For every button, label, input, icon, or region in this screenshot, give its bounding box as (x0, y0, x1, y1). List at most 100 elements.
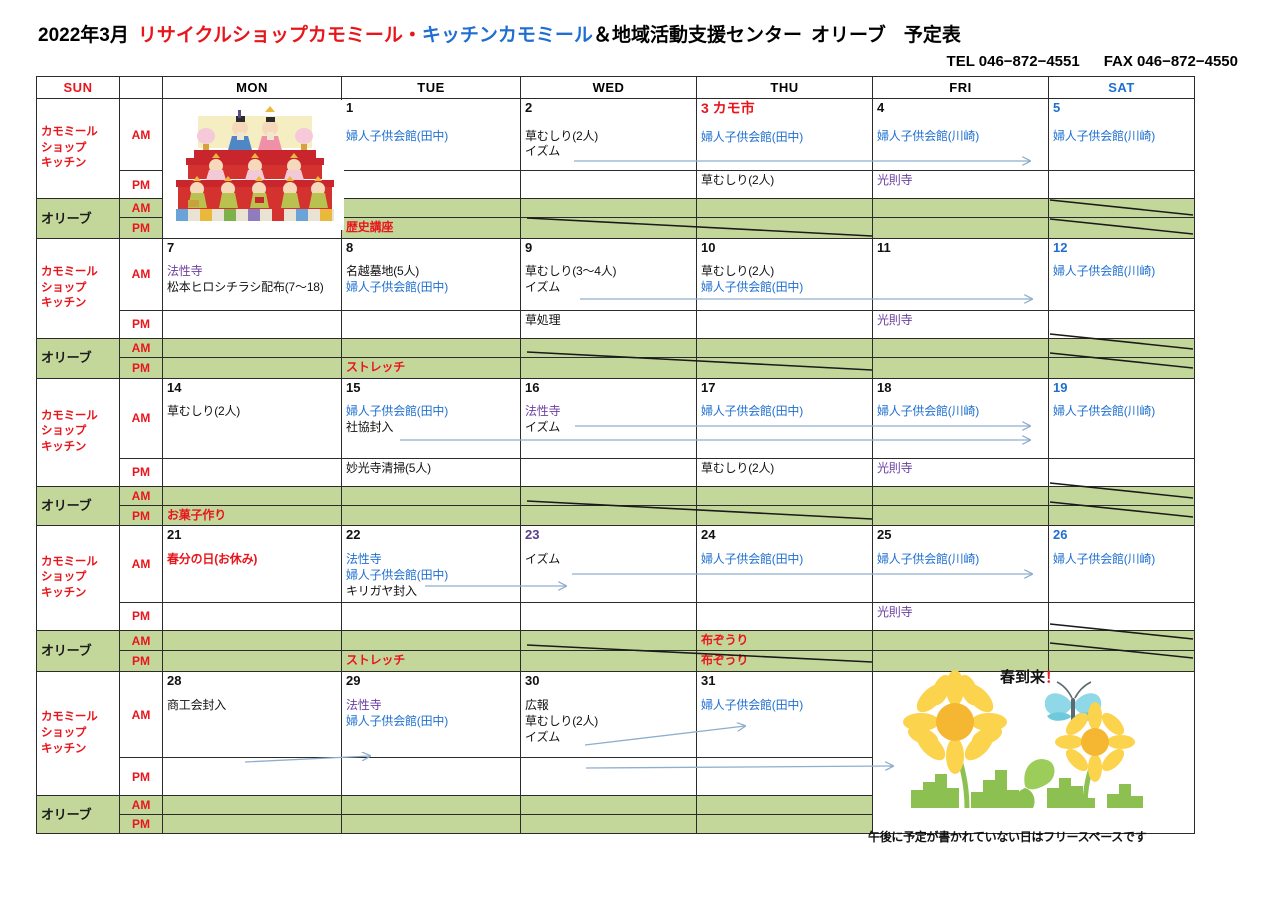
calendar-cell-olive-tue-pm[interactable] (341, 504, 521, 527)
calendar-cell-thu-am[interactable]: 3 カモ市 婦人子供会館(田中) (696, 98, 873, 171)
calendar-cell-sat-am[interactable]: 19 婦人子供会館(川崎) (1048, 377, 1195, 459)
calendar-cell-fri-pm[interactable]: 光則寺 (872, 601, 1049, 631)
calendar-cell-tue-am[interactable]: 15 婦人子供会館(田中) 社協封入 (341, 377, 521, 459)
calendar-cell-wed-pm[interactable] (520, 601, 697, 631)
calendar-cell-sat-pm[interactable] (1048, 457, 1195, 487)
calendar-cell-fri-am[interactable]: 4 婦人子供会館(川崎) (872, 98, 1049, 171)
calendar-cell-olive-thu-pm[interactable] (696, 217, 873, 239)
calendar-cell-olive-thu-am[interactable] (696, 337, 873, 358)
calendar-cell-mon-pm[interactable] (162, 457, 342, 487)
calendar-cell-olive-thu-pm[interactable] (696, 814, 873, 835)
calendar-cell-olive-fri-pm[interactable] (872, 504, 1049, 527)
calendar-cell-mon-am[interactable]: 14 草むしり(2人) (162, 377, 342, 459)
calendar-cell-fri-am[interactable]: 25 婦人子供会館(川崎) (872, 525, 1049, 603)
calendar-cell-olive-tue-pm[interactable]: ストレッチ (341, 356, 521, 379)
calendar-cell-olive-fri-am[interactable] (872, 629, 1049, 652)
calendar-cell-olive-tue-am[interactable] (341, 337, 521, 358)
calendar-cell-olive-fri-pm[interactable] (872, 217, 1049, 239)
calendar-cell-olive-mon-am[interactable] (162, 485, 342, 506)
calendar-cell-tue-pm[interactable] (341, 601, 521, 631)
calendar-cell-mon-am[interactable]: 7 法性寺 松本ヒロシチラシ配布(7〜18) (162, 237, 342, 311)
calendar-cell-olive-wed-am[interactable] (520, 629, 697, 652)
calendar-cell-olive-wed-pm[interactable] (520, 217, 697, 239)
calendar-cell-olive-thu-pm[interactable] (696, 356, 873, 379)
calendar-cell-fri-am[interactable]: 18 婦人子供会館(川崎) (872, 377, 1049, 459)
calendar-cell-olive-tue-am[interactable] (341, 198, 521, 218)
calendar-cell-thu-am[interactable]: 24 婦人子供会館(田中) (696, 525, 873, 603)
calendar-cell-mon-pm[interactable] (162, 757, 342, 797)
calendar-cell-fri-pm[interactable]: 光則寺 (872, 457, 1049, 487)
calendar-cell-olive-tue-am[interactable] (341, 629, 521, 652)
calendar-cell-olive-sat-am[interactable] (1048, 485, 1195, 506)
calendar-cell-olive-mon-pm[interactable] (162, 650, 342, 673)
calendar-cell-olive-tue-am[interactable] (341, 485, 521, 506)
calendar-cell-olive-wed-pm[interactable] (520, 650, 697, 673)
calendar-cell-thu-pm[interactable]: 草むしり(2人) (696, 457, 873, 487)
calendar-cell-thu-am[interactable]: 31 婦人子供会館(田中) (696, 671, 873, 759)
calendar-cell-thu-pm[interactable] (696, 601, 873, 631)
calendar-cell-olive-wed-am[interactable] (520, 198, 697, 218)
calendar-cell-wed-am[interactable]: 9 草むしり(3〜4人) イズム (520, 237, 697, 311)
calendar-cell-mon-am[interactable]: 21 春分の日(お休み) (162, 525, 342, 603)
calendar-cell-olive-tue-pm[interactable] (341, 814, 521, 835)
calendar-cell-olive-mon-pm[interactable] (162, 814, 342, 835)
calendar-cell-tue-am[interactable]: 29 法性寺 婦人子供会館(田中) (341, 671, 521, 759)
calendar-cell-olive-mon-am[interactable] (162, 629, 342, 652)
calendar-cell-wed-pm[interactable] (520, 170, 697, 199)
calendar-cell-olive-fri-am[interactable] (872, 198, 1049, 218)
calendar-cell-wed-pm[interactable]: 草処理 (520, 309, 697, 339)
calendar-cell-olive-wed-am[interactable] (520, 337, 697, 358)
calendar-cell-olive-mon-am[interactable] (162, 337, 342, 358)
calendar-cell-tue-pm[interactable] (341, 170, 521, 199)
calendar-cell-olive-fri-am[interactable] (872, 337, 1049, 358)
calendar-cell-tue-pm[interactable]: 妙光寺清掃(5人) (341, 457, 521, 487)
calendar-cell-olive-sat-pm[interactable] (1048, 356, 1195, 379)
calendar-cell-mon-pm[interactable] (162, 309, 342, 339)
calendar-cell-olive-sat-am[interactable] (1048, 337, 1195, 358)
calendar-cell-olive-mon-pm[interactable] (162, 356, 342, 379)
calendar-cell-mon-pm[interactable] (162, 601, 342, 631)
calendar-cell-olive-fri-am[interactable] (872, 485, 1049, 506)
calendar-cell-wed-pm[interactable] (520, 757, 697, 797)
calendar-cell-olive-wed-pm[interactable] (520, 814, 697, 835)
calendar-cell-sat-pm[interactable] (1048, 309, 1195, 339)
calendar-cell-tue-am[interactable]: 22 法性寺 婦人子供会館(田中) キリガヤ封入 (341, 525, 521, 603)
calendar-cell-olive-wed-am[interactable] (520, 795, 697, 816)
calendar-cell-thu-am[interactable]: 17 婦人子供会館(田中) (696, 377, 873, 459)
calendar-cell-sat-am[interactable]: 5 婦人子供会館(川崎) (1048, 98, 1195, 171)
calendar-cell-olive-fri-pm[interactable] (872, 356, 1049, 379)
calendar-cell-olive-thu-am[interactable] (696, 795, 873, 816)
calendar-cell-sat-pm[interactable] (1048, 170, 1195, 199)
calendar-cell-mon-am[interactable]: 28 商工会封入 (162, 671, 342, 759)
calendar-cell-olive-wed-pm[interactable] (520, 356, 697, 379)
calendar-cell-olive-wed-am[interactable] (520, 485, 697, 506)
calendar-cell-tue-am[interactable]: 1 婦人子供会館(田中) (341, 98, 521, 171)
calendar-cell-thu-am[interactable]: 10 草むしり(2人) 婦人子供会館(田中) (696, 237, 873, 311)
calendar-cell-olive-thu-pm[interactable] (696, 504, 873, 527)
calendar-cell-olive-sat-pm[interactable] (1048, 504, 1195, 527)
calendar-cell-wed-pm[interactable] (520, 457, 697, 487)
calendar-cell-olive-sat-am[interactable] (1048, 198, 1195, 218)
calendar-cell-wed-am[interactable]: 23 イズム (520, 525, 697, 603)
calendar-cell-sat-am[interactable]: 26 婦人子供会館(川崎) (1048, 525, 1195, 603)
calendar-cell-wed-am[interactable]: 30 広報 草むしり(2人) イズム (520, 671, 697, 759)
calendar-cell-tue-am[interactable]: 8 名越墓地(5人) 婦人子供会館(田中) (341, 237, 521, 311)
calendar-cell-tue-pm[interactable] (341, 757, 521, 797)
calendar-cell-thu-pm[interactable] (696, 309, 873, 339)
calendar-cell-olive-thu-am[interactable] (696, 485, 873, 506)
calendar-cell-olive-mon-pm[interactable]: お菓子作り (162, 504, 342, 527)
calendar-cell-olive-thu-am[interactable] (696, 198, 873, 218)
calendar-cell-olive-sat-am[interactable] (1048, 629, 1195, 652)
calendar-cell-olive-wed-pm[interactable] (520, 504, 697, 527)
calendar-cell-sat-am[interactable]: 12 婦人子供会館(川崎) (1048, 237, 1195, 311)
calendar-cell-olive-mon-am[interactable] (162, 795, 342, 816)
calendar-cell-olive-tue-am[interactable] (341, 795, 521, 816)
calendar-cell-tue-pm[interactable] (341, 309, 521, 339)
calendar-cell-thu-pm[interactable]: 草むしり(2人) (696, 170, 873, 199)
calendar-cell-fri-pm[interactable]: 光則寺 (872, 170, 1049, 199)
calendar-cell-olive-tue-pm[interactable]: 歴史講座 (341, 217, 521, 239)
calendar-cell-olive-tue-pm[interactable]: ストレッチ (341, 650, 521, 673)
calendar-cell-fri-pm[interactable]: 光則寺 (872, 309, 1049, 339)
calendar-cell-wed-am[interactable]: 16 法性寺 イズム (520, 377, 697, 459)
calendar-cell-olive-thu-am[interactable]: 布ぞうり (696, 629, 873, 652)
